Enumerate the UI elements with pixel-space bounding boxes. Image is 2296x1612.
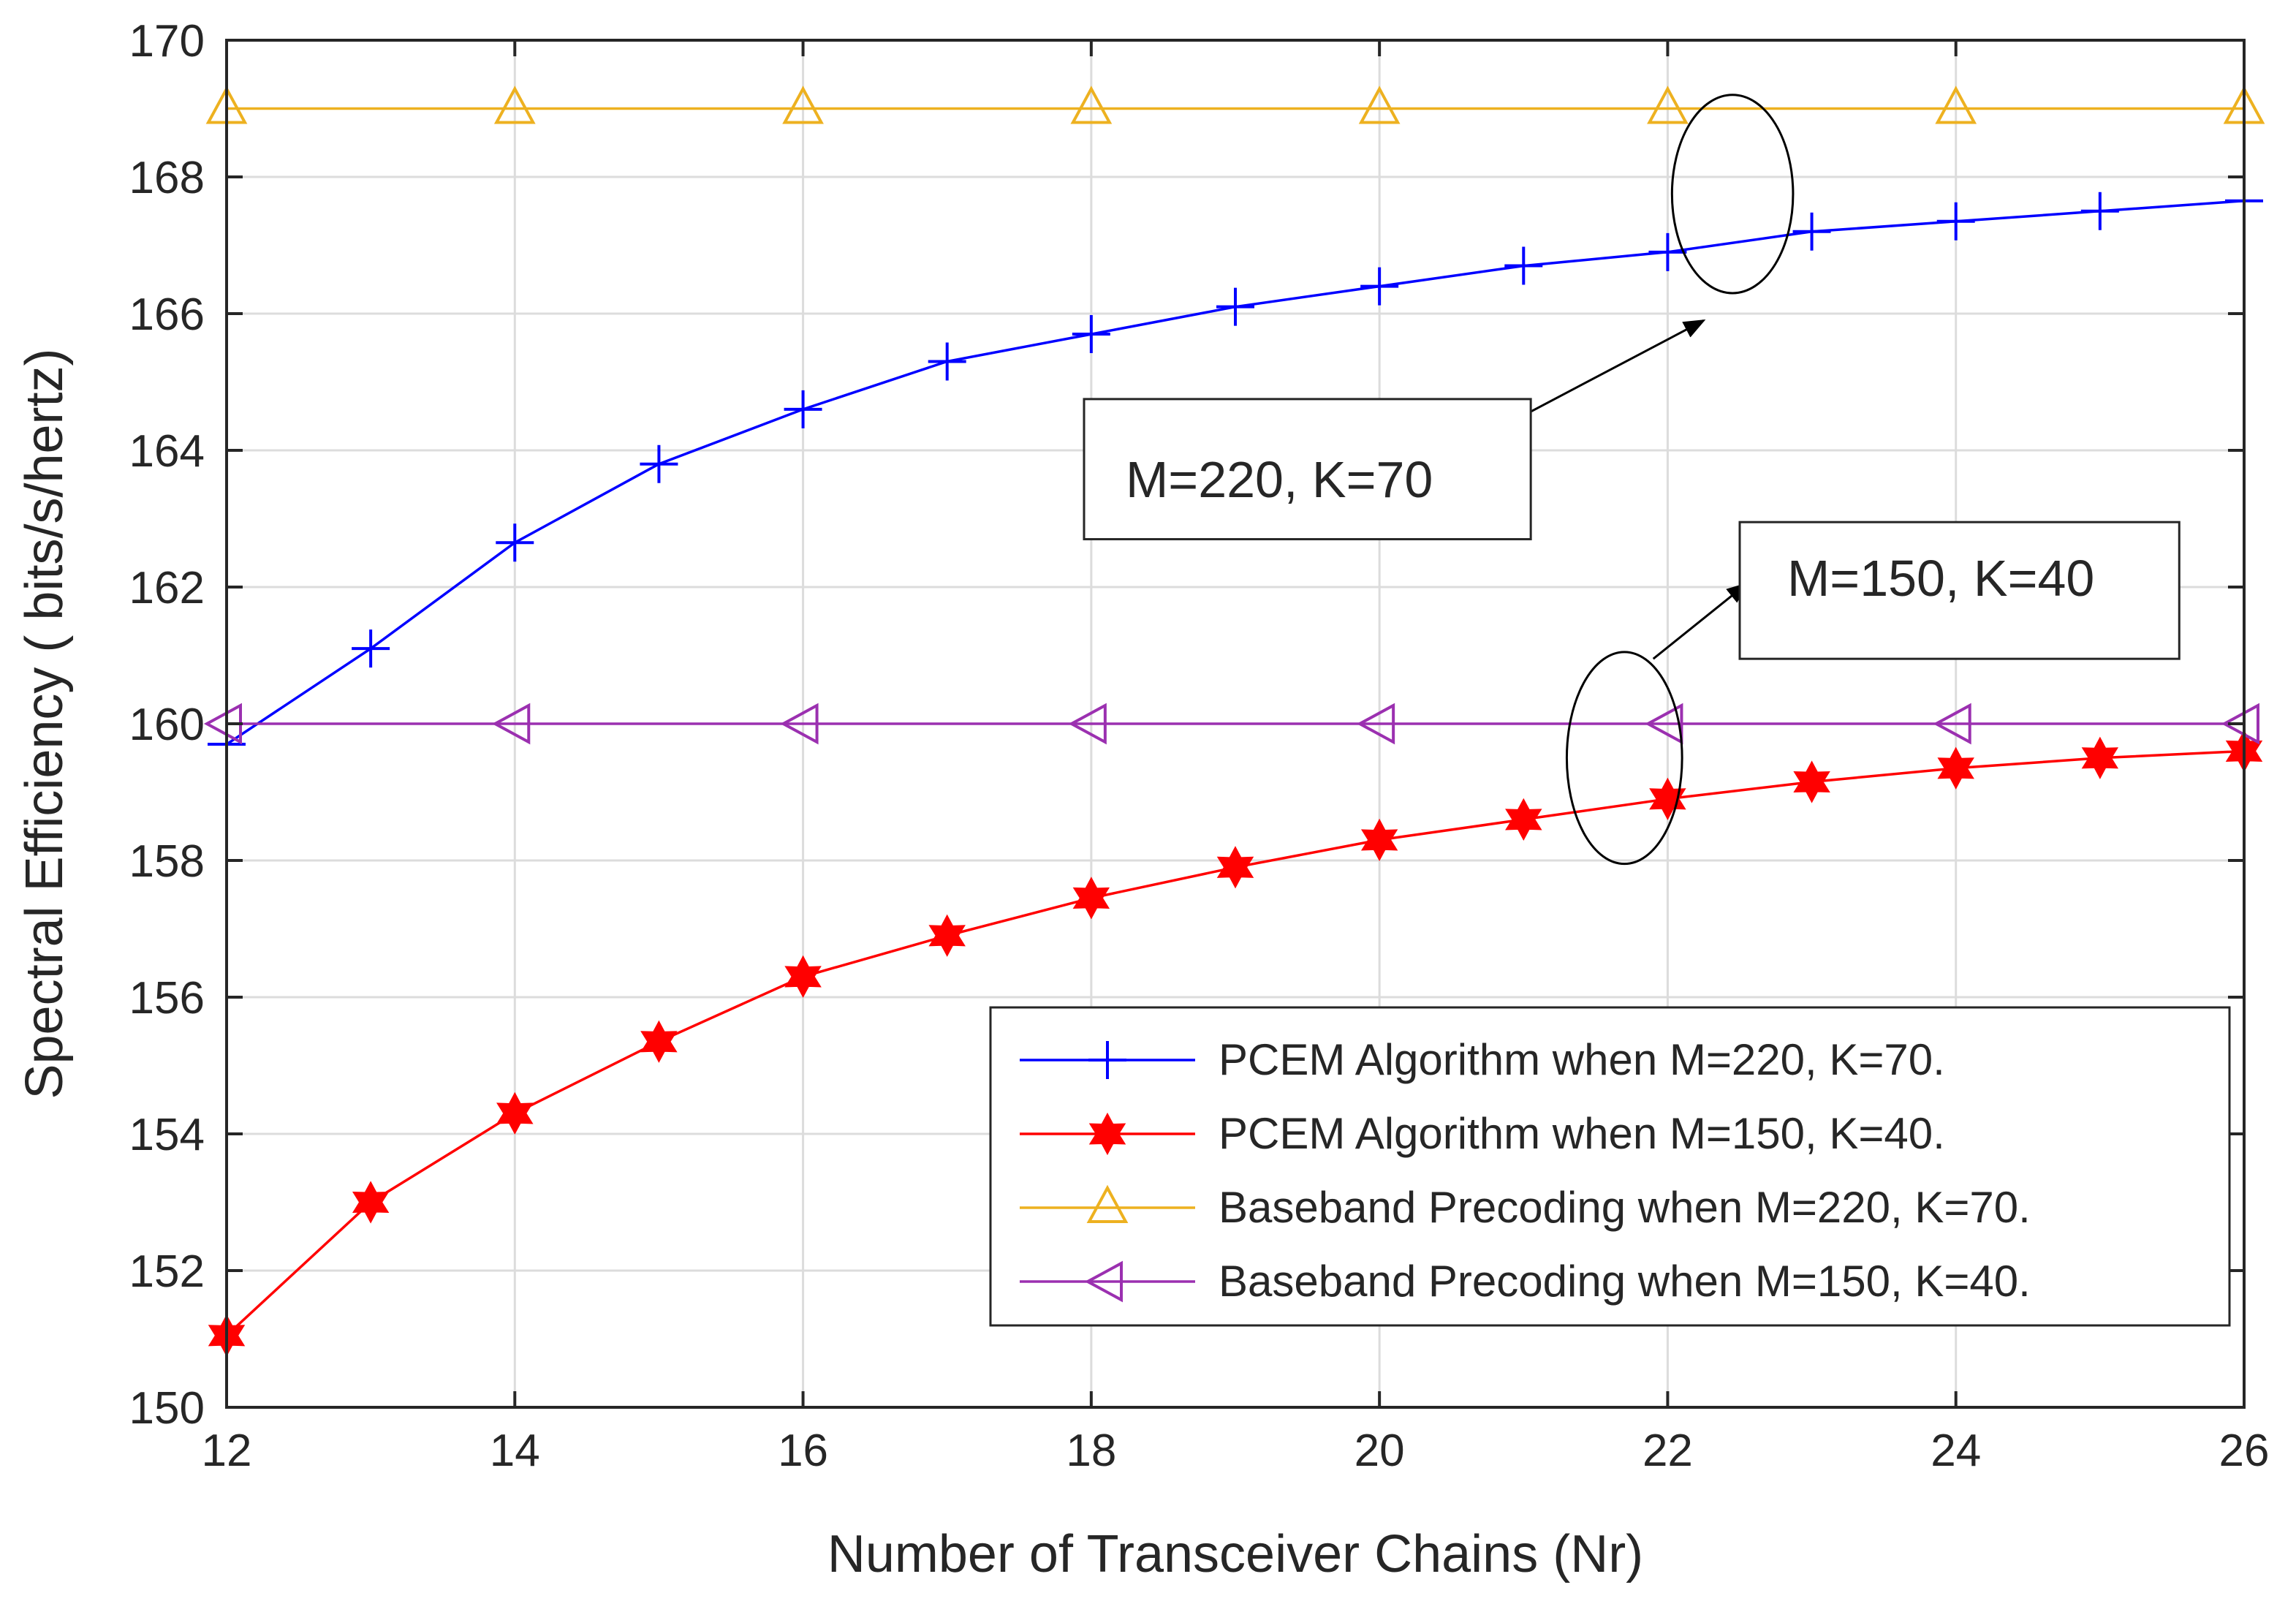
- y-tick-label: 152: [129, 1246, 205, 1297]
- x-tick-label: 20: [1355, 1426, 1405, 1476]
- axes: 12 14 16 18 20 22 24 26 150 152 154 156 158 160 162 164…: [129, 16, 2270, 1476]
- annotation-ellipse-1: [1670, 94, 1795, 295]
- series-2-point: [640, 1020, 678, 1063]
- x-tick-label: 16: [778, 1426, 828, 1476]
- series-1-point: [1648, 232, 1687, 271]
- x-tick-label: 12: [202, 1426, 252, 1476]
- legend-entry-4: Baseband Precoding when M=150, K=40.: [1219, 1257, 2031, 1306]
- x-tick-label: 26: [2219, 1426, 2270, 1476]
- x-axis-title: Number of Transceiver Chains (Nr): [827, 1525, 1643, 1583]
- y-tick-label: 166: [129, 290, 205, 340]
- y-tick-label: 164: [129, 426, 205, 477]
- series-4-point: [1933, 703, 1971, 745]
- series-2-point: [1216, 846, 1254, 889]
- series-2-point: [1649, 777, 1686, 820]
- series-2-point: [496, 1091, 534, 1135]
- series-3-point: [1070, 86, 1113, 124]
- y-tick-label: 162: [129, 563, 205, 613]
- annotation-box-2: [1738, 521, 2181, 660]
- series-3-point: [1358, 86, 1401, 124]
- series-layer: [203, 86, 2265, 1357]
- legend-marker-3: [1086, 1184, 1129, 1223]
- series-2-point: [1937, 746, 1974, 790]
- series-1-point: [1072, 315, 1110, 354]
- series-2-point: [1360, 818, 1398, 862]
- series-1-point: [1792, 212, 1831, 251]
- series-1-point: [352, 629, 390, 668]
- legend-entry-3: Baseband Precoding when M=220, K=70.: [1219, 1183, 2031, 1232]
- series-1-point: [1360, 267, 1399, 306]
- annotation-label-2: M=150, K=40: [1787, 550, 2094, 607]
- series-1-point: [784, 390, 822, 428]
- series-4-point: [2221, 703, 2259, 745]
- y-tick-label: 158: [129, 836, 205, 887]
- series-1-point: [1936, 202, 1975, 241]
- series-1-point: [496, 523, 534, 562]
- series-1-point: [640, 444, 678, 483]
- series-1-point: [1216, 287, 1254, 326]
- series-4-point: [1356, 703, 1395, 745]
- x-tick-label: 22: [1643, 1426, 1693, 1476]
- series-3-point: [782, 86, 824, 124]
- annotation-box-1: [1083, 398, 1532, 541]
- series-2-point: [784, 955, 822, 999]
- annotation-ellipse-2: [1565, 651, 1683, 866]
- series-2-point: [1505, 798, 1542, 841]
- legend-samples: [1020, 1041, 1195, 1303]
- series-4-point: [1645, 703, 1683, 745]
- x-tick-label: 18: [1066, 1426, 1116, 1476]
- series-2-point: [1793, 760, 1830, 803]
- legend-marker-4: [1084, 1260, 1123, 1303]
- series-2-point: [928, 914, 966, 957]
- series-2-point: [2081, 736, 2119, 779]
- annotation-layer: [1083, 94, 2181, 866]
- series-3-point: [1935, 86, 1977, 124]
- legend-entry-1: PCEM Algorithm when M=220, K=70.: [1219, 1035, 1945, 1084]
- series-1-point: [928, 342, 966, 381]
- y-tick-label: 150: [129, 1383, 205, 1434]
- x-tick-label: 14: [490, 1426, 540, 1476]
- y-tick-label: 156: [129, 973, 205, 1023]
- legend-marker-2: [1088, 1112, 1126, 1156]
- y-tick-label: 170: [129, 16, 205, 67]
- y-axis-title: Spectral Efficiency ( bits/s/hertz): [15, 348, 74, 1099]
- series-3-point: [493, 86, 536, 124]
- y-tick-label: 168: [129, 153, 205, 203]
- annotation-label-1: M=220, K=70: [1126, 451, 1433, 508]
- series-2-point: [1072, 877, 1110, 920]
- y-tick-label: 154: [129, 1110, 205, 1160]
- annotation-arrow-2: [1652, 582, 1749, 660]
- legend: PCEM Algorithm when M=220, K=70. PCEM Al…: [989, 1006, 2231, 1327]
- series-4-point: [1068, 703, 1107, 745]
- series-2-point: [352, 1181, 390, 1224]
- legend-entry-2: PCEM Algorithm when M=150, K=40.: [1219, 1109, 1945, 1158]
- legend-marker-1: [1088, 1041, 1126, 1079]
- x-tick-label: 24: [1931, 1426, 1981, 1476]
- series-4-point: [492, 703, 531, 745]
- series-4-point: [780, 703, 819, 745]
- legend-box: [989, 1006, 2231, 1327]
- series-1-point: [2080, 192, 2119, 230]
- y-tick-label: 160: [129, 700, 205, 750]
- series-1-point: [1504, 246, 1543, 285]
- series-3-point: [1647, 86, 1689, 124]
